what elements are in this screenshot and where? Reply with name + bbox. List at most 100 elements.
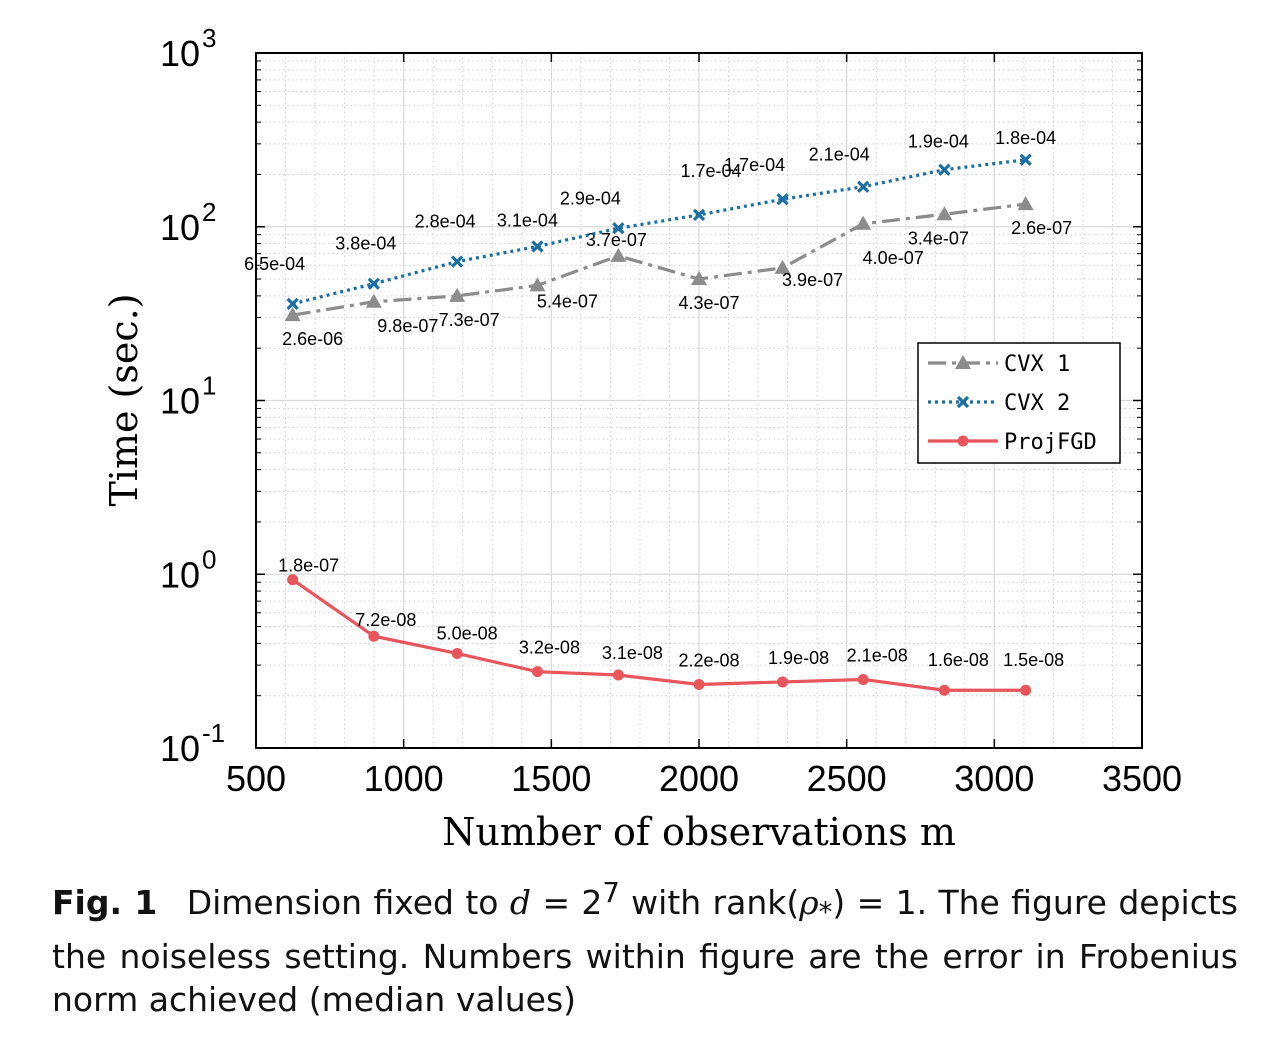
legend-marker bbox=[956, 395, 970, 409]
y-tick-exponent: 1 bbox=[202, 371, 216, 401]
series-line bbox=[291, 578, 1026, 692]
x-tick-label: 2500 bbox=[807, 758, 887, 799]
series-line bbox=[292, 202, 1026, 317]
series-line bbox=[292, 158, 1026, 306]
data-label: 2.2e-08 bbox=[678, 650, 739, 670]
data-point bbox=[368, 630, 380, 642]
data-label: 3.8e-04 bbox=[335, 234, 396, 254]
data-label: 1.6e-08 bbox=[928, 650, 989, 670]
caption-math-d: d bbox=[509, 883, 531, 922]
data-point bbox=[450, 255, 464, 268]
y-tick-exponent: 2 bbox=[202, 197, 216, 227]
x-tick-labels: 500 1000 1500 2000 2500 3000 3500 bbox=[226, 53, 1182, 799]
data-point bbox=[774, 259, 791, 274]
data-label: 2.6e-07 bbox=[1011, 218, 1072, 238]
data-point bbox=[693, 678, 705, 690]
data-label: 6.5e-04 bbox=[244, 254, 305, 274]
legend-label: ProjFGD bbox=[1004, 430, 1097, 455]
data-point bbox=[1017, 196, 1034, 211]
caption-label: Fig. 1 bbox=[52, 883, 158, 922]
x-tick-label: 500 bbox=[226, 758, 286, 799]
figure-caption: Fig. 1 Dimension fixed to d = 27 with ra… bbox=[52, 872, 1238, 1021]
caption-text-1: Dimension fixed to bbox=[186, 883, 499, 922]
y-tick-exponent: 3 bbox=[202, 23, 216, 53]
data-label: 2.1e-04 bbox=[809, 145, 870, 165]
data-label: 5.4e-07 bbox=[537, 291, 598, 311]
data-label: 4.0e-07 bbox=[863, 248, 924, 268]
caption-text-2: with rank( bbox=[619, 883, 800, 922]
y-tick-label: 10 bbox=[160, 207, 200, 248]
data-point bbox=[449, 287, 466, 302]
y-tick-label: 10 bbox=[160, 728, 200, 769]
data-label: 1.9e-08 bbox=[768, 648, 829, 668]
x-tick-label: 1500 bbox=[511, 758, 591, 799]
data-point bbox=[284, 307, 301, 322]
y-tick-label: 10 bbox=[160, 554, 200, 595]
x-tick-label: 3500 bbox=[1102, 758, 1182, 799]
caption-math-eq: = 2 bbox=[530, 883, 603, 922]
legend-label: CVX 1 bbox=[1004, 352, 1070, 377]
data-point bbox=[531, 240, 544, 253]
data-point bbox=[691, 271, 707, 286]
legend-entry: CVX 1 bbox=[928, 352, 1070, 377]
data-label: 3.2e-08 bbox=[519, 638, 580, 658]
data-label: 2.6e-06 bbox=[282, 329, 343, 349]
data-label: 3.1e-08 bbox=[602, 643, 663, 663]
legend-label: CVX 2 bbox=[1004, 391, 1070, 416]
data-point bbox=[610, 247, 627, 262]
data-point bbox=[451, 647, 463, 659]
data-point bbox=[936, 206, 953, 221]
data-point bbox=[692, 208, 706, 222]
y-tick-exponent: 0 bbox=[202, 544, 216, 574]
series-layer: 2.6e-06 9.8e-07 7.3e-07 5.4e-07 3.7e-07 4.3e-… bbox=[244, 128, 1072, 696]
x-tick-label: 2000 bbox=[659, 758, 739, 799]
data-point bbox=[365, 293, 382, 308]
legend-entry: ProjFGD bbox=[928, 430, 1097, 455]
data-point bbox=[857, 180, 870, 193]
y-tick-label: 10 bbox=[160, 381, 200, 422]
data-point bbox=[1020, 684, 1032, 696]
data-point bbox=[287, 574, 299, 586]
data-label: 4.3e-07 bbox=[678, 293, 739, 313]
data-label: 3.4e-07 bbox=[908, 228, 969, 248]
y-tick-exponent: -1 bbox=[202, 718, 225, 748]
caption-text-3: ) = 1. The figure depicts the noiseless … bbox=[52, 883, 1238, 1019]
series-projfgd: 1.8e-07 7.2e-08 5.0e-08 3.2e-08 3.1e-08 2.2e-… bbox=[278, 556, 1064, 696]
data-label: 1.7e-04 bbox=[724, 155, 785, 175]
data-point bbox=[612, 222, 625, 235]
data-point bbox=[286, 297, 299, 310]
caption-math-sup: 7 bbox=[602, 877, 620, 909]
data-label: 2.1e-08 bbox=[847, 645, 908, 665]
y-axis-label: Time (sec.) bbox=[102, 293, 146, 506]
data-label: 3.1e-04 bbox=[497, 210, 558, 230]
data-label: 3.9e-07 bbox=[782, 270, 843, 290]
data-label: 1.5e-08 bbox=[1003, 650, 1064, 670]
x-axis-label: Number of observations m bbox=[442, 810, 956, 854]
x-tick-label: 1000 bbox=[364, 758, 444, 799]
data-point bbox=[938, 163, 951, 176]
data-label: 2.9e-04 bbox=[560, 188, 621, 208]
data-point bbox=[855, 215, 872, 230]
data-label: 3.7e-07 bbox=[586, 230, 647, 250]
data-label: 1.7e-04 bbox=[680, 161, 741, 181]
data-point bbox=[938, 684, 950, 696]
data-label: 7.2e-08 bbox=[355, 610, 416, 630]
data-label: 1.8e-07 bbox=[278, 556, 339, 576]
data-point bbox=[367, 277, 380, 290]
x-tick-label: 3000 bbox=[954, 758, 1034, 799]
legend-marker bbox=[955, 355, 971, 369]
data-label: 1.9e-04 bbox=[908, 132, 969, 152]
legend-marker bbox=[957, 435, 969, 447]
data-label: 7.3e-07 bbox=[439, 310, 500, 330]
data-point bbox=[776, 193, 789, 206]
caption-math-rho: ρ bbox=[799, 883, 819, 922]
caption-math-sub: * bbox=[818, 896, 833, 929]
data-point bbox=[777, 676, 789, 688]
legend: CVX 1 CVX 2 ProjFGD bbox=[917, 342, 1121, 464]
data-point bbox=[529, 277, 546, 292]
data-point bbox=[1019, 153, 1032, 166]
data-label: 5.0e-08 bbox=[437, 623, 498, 643]
data-label: 1.8e-04 bbox=[995, 128, 1056, 148]
